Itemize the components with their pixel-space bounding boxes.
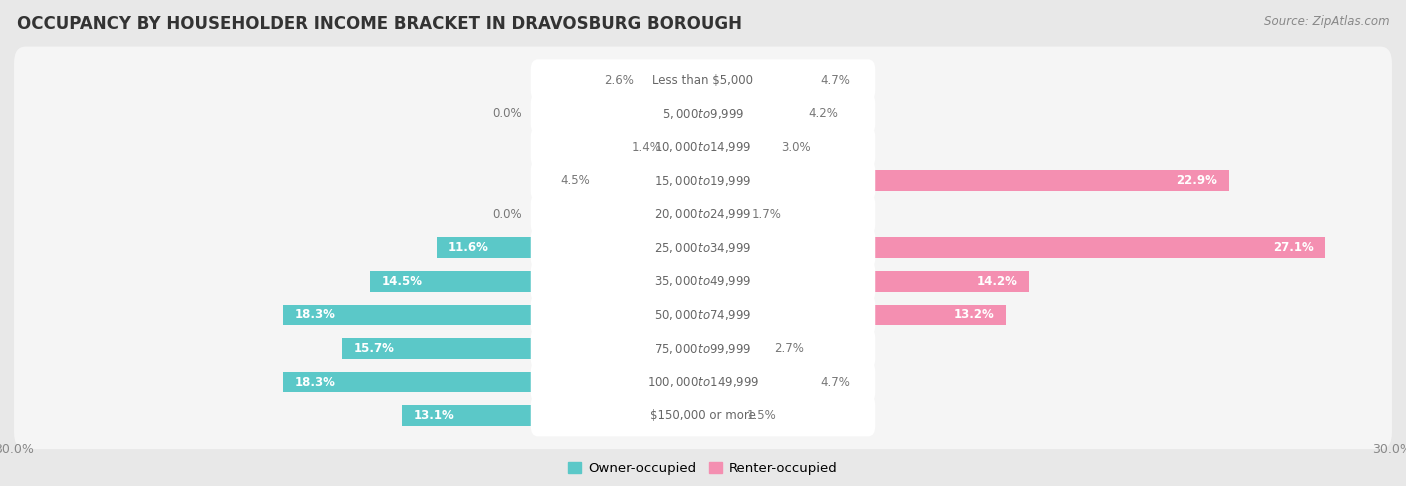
Text: $100,000 to $149,999: $100,000 to $149,999 bbox=[647, 375, 759, 389]
FancyBboxPatch shape bbox=[14, 281, 1392, 348]
FancyBboxPatch shape bbox=[531, 395, 875, 436]
FancyBboxPatch shape bbox=[14, 214, 1392, 281]
Text: 13.2%: 13.2% bbox=[953, 309, 994, 321]
Bar bbox=[370, 271, 703, 292]
Bar bbox=[703, 305, 1007, 325]
Text: $75,000 to $99,999: $75,000 to $99,999 bbox=[654, 342, 752, 355]
Bar bbox=[703, 137, 772, 157]
FancyBboxPatch shape bbox=[14, 181, 1392, 248]
Text: 4.2%: 4.2% bbox=[808, 107, 838, 120]
Bar bbox=[283, 305, 703, 325]
FancyBboxPatch shape bbox=[531, 193, 875, 235]
Text: $50,000 to $74,999: $50,000 to $74,999 bbox=[654, 308, 752, 322]
Bar bbox=[703, 103, 800, 124]
FancyBboxPatch shape bbox=[14, 315, 1392, 382]
FancyBboxPatch shape bbox=[531, 59, 875, 101]
Text: OCCUPANCY BY HOUSEHOLDER INCOME BRACKET IN DRAVOSBURG BOROUGH: OCCUPANCY BY HOUSEHOLDER INCOME BRACKET … bbox=[17, 15, 742, 33]
Text: 1.4%: 1.4% bbox=[631, 141, 662, 154]
FancyBboxPatch shape bbox=[531, 361, 875, 403]
Text: Source: ZipAtlas.com: Source: ZipAtlas.com bbox=[1264, 15, 1389, 28]
Text: 1.7%: 1.7% bbox=[751, 208, 782, 221]
Text: Less than $5,000: Less than $5,000 bbox=[652, 73, 754, 87]
FancyBboxPatch shape bbox=[531, 227, 875, 269]
Text: $10,000 to $14,999: $10,000 to $14,999 bbox=[654, 140, 752, 154]
Bar bbox=[343, 338, 703, 359]
FancyBboxPatch shape bbox=[531, 126, 875, 168]
Text: 4.7%: 4.7% bbox=[820, 376, 851, 388]
FancyBboxPatch shape bbox=[14, 147, 1392, 214]
FancyBboxPatch shape bbox=[531, 160, 875, 202]
FancyBboxPatch shape bbox=[531, 328, 875, 369]
Text: 18.3%: 18.3% bbox=[294, 376, 335, 388]
Bar bbox=[703, 171, 1229, 191]
FancyBboxPatch shape bbox=[531, 260, 875, 302]
Legend: Owner-occupied, Renter-occupied: Owner-occupied, Renter-occupied bbox=[562, 456, 844, 480]
Text: 0.0%: 0.0% bbox=[492, 208, 522, 221]
Text: $35,000 to $49,999: $35,000 to $49,999 bbox=[654, 275, 752, 288]
FancyBboxPatch shape bbox=[14, 80, 1392, 147]
Text: 22.9%: 22.9% bbox=[1177, 174, 1218, 187]
Bar bbox=[703, 271, 1029, 292]
Text: 4.5%: 4.5% bbox=[561, 174, 591, 187]
Bar bbox=[599, 171, 703, 191]
Text: 14.2%: 14.2% bbox=[977, 275, 1018, 288]
Text: 0.0%: 0.0% bbox=[492, 107, 522, 120]
Bar bbox=[703, 69, 811, 90]
FancyBboxPatch shape bbox=[14, 114, 1392, 181]
Text: $5,000 to $9,999: $5,000 to $9,999 bbox=[662, 106, 744, 121]
Text: $20,000 to $24,999: $20,000 to $24,999 bbox=[654, 208, 752, 221]
Bar bbox=[703, 372, 811, 393]
Bar bbox=[703, 338, 765, 359]
Text: 15.7%: 15.7% bbox=[354, 342, 395, 355]
Bar bbox=[703, 238, 1326, 258]
Text: 2.7%: 2.7% bbox=[775, 342, 804, 355]
FancyBboxPatch shape bbox=[531, 93, 875, 135]
Text: 27.1%: 27.1% bbox=[1272, 242, 1313, 254]
Bar bbox=[402, 405, 703, 426]
Text: $25,000 to $34,999: $25,000 to $34,999 bbox=[654, 241, 752, 255]
Text: 2.6%: 2.6% bbox=[605, 73, 634, 87]
Bar bbox=[703, 405, 738, 426]
Bar bbox=[644, 69, 703, 90]
Text: 1.5%: 1.5% bbox=[747, 409, 776, 422]
FancyBboxPatch shape bbox=[14, 47, 1392, 114]
Bar bbox=[703, 204, 742, 225]
FancyBboxPatch shape bbox=[14, 382, 1392, 449]
Bar bbox=[671, 137, 703, 157]
FancyBboxPatch shape bbox=[531, 294, 875, 336]
FancyBboxPatch shape bbox=[14, 248, 1392, 315]
Bar bbox=[437, 238, 703, 258]
Text: 18.3%: 18.3% bbox=[294, 309, 335, 321]
Text: 11.6%: 11.6% bbox=[449, 242, 489, 254]
Text: 4.7%: 4.7% bbox=[820, 73, 851, 87]
Text: $150,000 or more: $150,000 or more bbox=[650, 409, 756, 422]
Text: 14.5%: 14.5% bbox=[381, 275, 422, 288]
Bar bbox=[283, 372, 703, 393]
FancyBboxPatch shape bbox=[14, 348, 1392, 416]
Text: 13.1%: 13.1% bbox=[413, 409, 454, 422]
Text: $15,000 to $19,999: $15,000 to $19,999 bbox=[654, 174, 752, 188]
Text: 3.0%: 3.0% bbox=[782, 141, 811, 154]
